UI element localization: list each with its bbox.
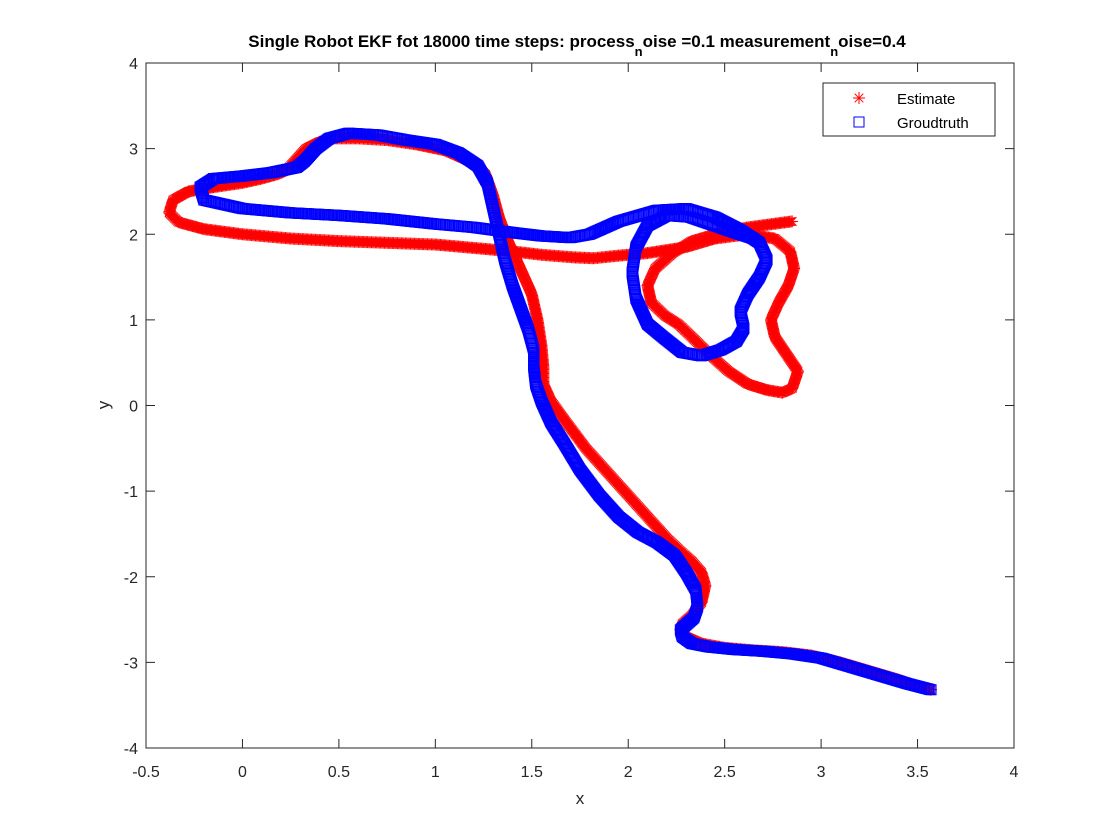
chart-title: Single Robot EKF fot 18000 time steps: p… (248, 32, 906, 59)
chart-title-part-3: oise=0.4 (838, 32, 906, 51)
y-tick-label: 3 (129, 142, 138, 159)
legend-marker-groudtruth (853, 116, 865, 128)
groundtruth-point (925, 684, 937, 696)
y-axis-label: y (94, 400, 113, 409)
legend-label-estimate: Estimate (897, 91, 955, 108)
y-tick-label: -1 (124, 484, 138, 501)
y-tick-label: 2 (129, 227, 138, 244)
x-tick-label: 3.5 (906, 764, 928, 781)
x-tick-label: 3 (817, 764, 826, 781)
y-tick-label: 4 (129, 56, 138, 73)
x-tick-label: 1 (431, 764, 440, 781)
chart-title-part-2: oise =0.1 measurement (643, 32, 831, 51)
legend-marker-estimate (853, 92, 865, 104)
y-tick-label: 0 (129, 399, 138, 416)
groundtruth-point (683, 635, 695, 647)
y-tick-label: 1 (129, 313, 138, 330)
legend-groundtruth-icon (853, 116, 865, 128)
chart-title-subscript-2: n (830, 44, 838, 59)
x-axis-label: x (576, 789, 585, 808)
legend-box (822, 82, 996, 137)
y-tick-label: -4 (124, 741, 138, 758)
series-groudtruth (194, 127, 937, 696)
axis-ticks: -0.5 0 0.5 1 1.5 2 2.5 3 3.5 4 -4 -3 -2 -1 0 1 2 3 4 (124, 56, 1019, 781)
chart-title-subscript-1: n (635, 44, 643, 59)
x-tick-label: 1.5 (521, 764, 543, 781)
legend: Estimate Groudtruth (822, 82, 996, 137)
x-tick-label: 4 (1010, 764, 1019, 781)
y-tick-label: -3 (124, 655, 138, 672)
legend-estimate-icon (853, 92, 865, 104)
groundtruth-point (673, 344, 685, 356)
x-tick-label: -0.5 (132, 764, 160, 781)
y-tick-label: -2 (124, 570, 138, 587)
data-marks (163, 127, 938, 696)
x-tick-label: 0.5 (328, 764, 350, 781)
x-tick-label: 2.5 (714, 764, 736, 781)
x-tick-label: 0 (238, 764, 247, 781)
chart-title-part-1: Single Robot EKF fot 18000 time steps: p… (248, 32, 634, 51)
groundtruth-point (736, 326, 748, 338)
x-tick-label: 2 (624, 764, 633, 781)
legend-label-groudtruth: Groudtruth (897, 115, 969, 132)
